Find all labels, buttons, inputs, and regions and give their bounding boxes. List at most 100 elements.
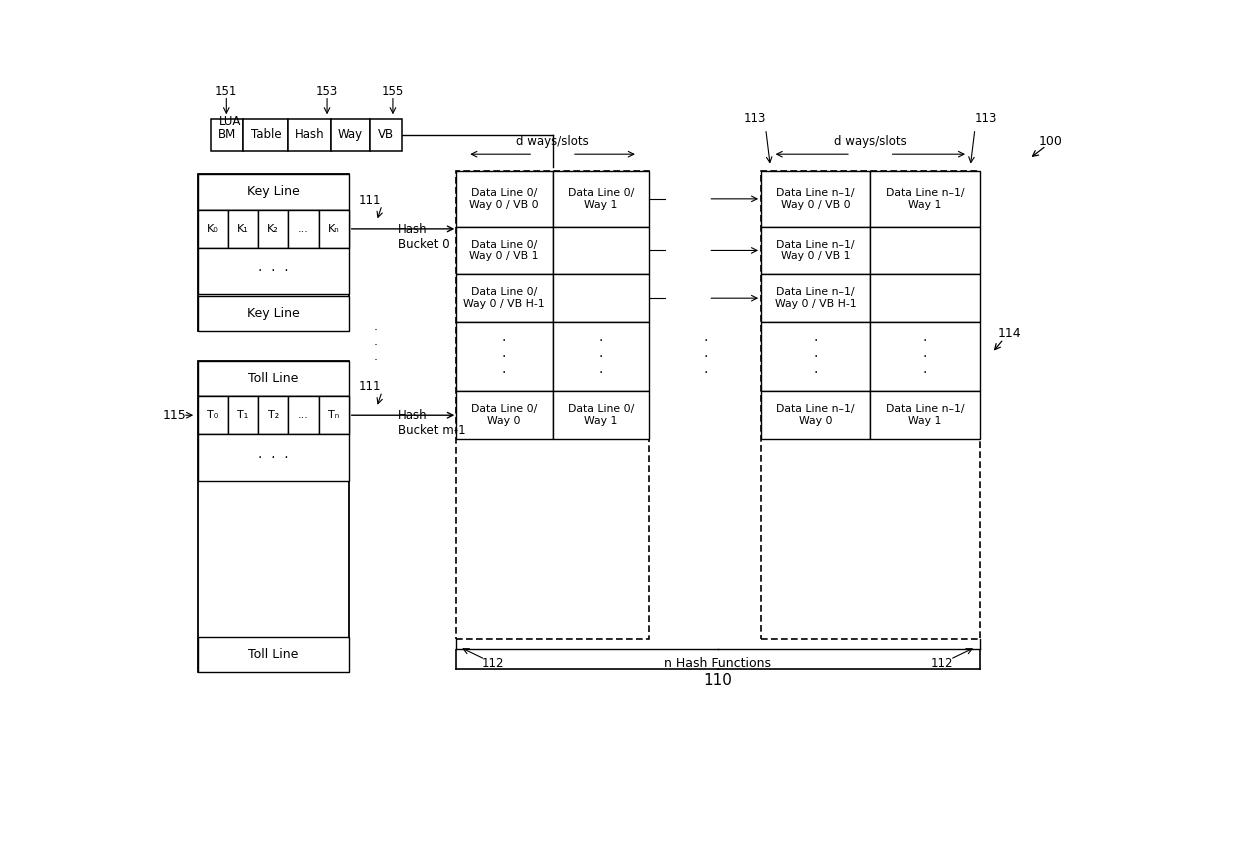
Text: Kₙ: Kₙ xyxy=(327,224,340,234)
Bar xyxy=(761,171,980,640)
Text: Toll Line: Toll Line xyxy=(248,648,299,661)
Bar xyxy=(197,361,348,396)
Text: 155: 155 xyxy=(382,85,404,97)
Text: ·
·
·: · · · xyxy=(813,333,818,380)
Text: Data Line n–1/
Way 0 / VB 1: Data Line n–1/ Way 0 / VB 1 xyxy=(776,239,854,262)
Text: K₁: K₁ xyxy=(237,224,249,234)
Text: BM: BM xyxy=(218,128,236,141)
Bar xyxy=(870,392,980,439)
Text: Data Line n–1/
Way 1: Data Line n–1/ Way 1 xyxy=(885,404,965,426)
Text: Table: Table xyxy=(250,128,281,141)
Bar xyxy=(553,392,650,439)
Bar xyxy=(370,119,402,151)
Bar xyxy=(456,392,553,439)
Text: 112: 112 xyxy=(931,657,954,670)
Text: T₂: T₂ xyxy=(268,410,279,420)
Bar xyxy=(197,434,348,481)
Text: Toll Line: Toll Line xyxy=(248,372,299,385)
Text: n Hash Functions: n Hash Functions xyxy=(665,657,771,670)
Text: VB: VB xyxy=(378,128,394,141)
Bar xyxy=(197,396,348,434)
Bar xyxy=(761,392,870,439)
Text: 111: 111 xyxy=(358,194,382,207)
Text: Way: Way xyxy=(337,128,363,141)
Text: 153: 153 xyxy=(316,85,339,97)
Bar xyxy=(553,274,650,322)
Text: Data Line n–1/
Way 0: Data Line n–1/ Way 0 xyxy=(776,404,854,426)
Text: 114: 114 xyxy=(997,327,1021,340)
Text: d ways/slots: d ways/slots xyxy=(835,135,906,149)
Bar xyxy=(197,637,348,672)
Text: Data Line n–1/
Way 0 / VB H-1: Data Line n–1/ Way 0 / VB H-1 xyxy=(775,287,857,309)
Text: Hash
Bucket 0: Hash Bucket 0 xyxy=(398,222,449,251)
Bar xyxy=(243,119,288,151)
Text: 113: 113 xyxy=(975,112,997,126)
Bar xyxy=(197,209,228,248)
Bar xyxy=(761,227,870,274)
Text: ·
·
·: · · · xyxy=(374,324,378,368)
Bar xyxy=(197,174,348,331)
Bar xyxy=(761,171,870,227)
Bar xyxy=(258,209,288,248)
Bar xyxy=(211,119,243,151)
Bar xyxy=(288,119,331,151)
Text: 111: 111 xyxy=(358,380,382,393)
Bar xyxy=(761,274,870,322)
Text: ·
·
·: · · · xyxy=(599,333,603,380)
Text: ·
·
·: · · · xyxy=(923,333,928,380)
Bar xyxy=(870,171,980,227)
Text: Data Line 0/
Way 0 / VB 0: Data Line 0/ Way 0 / VB 0 xyxy=(469,188,539,209)
Text: K₂: K₂ xyxy=(268,224,279,234)
Text: 112: 112 xyxy=(481,657,505,670)
Bar xyxy=(331,119,370,151)
Text: 151: 151 xyxy=(215,85,238,97)
Bar xyxy=(456,227,553,274)
Text: Data Line 0/
Way 0: Data Line 0/ Way 0 xyxy=(471,404,537,426)
Bar xyxy=(456,322,553,392)
Text: 100: 100 xyxy=(1038,134,1063,148)
Text: T₁: T₁ xyxy=(237,410,248,420)
Bar xyxy=(870,227,980,274)
Text: ·
·
·: · · · xyxy=(703,333,708,380)
Bar xyxy=(288,396,319,434)
Text: 113: 113 xyxy=(744,112,766,126)
Text: Key Line: Key Line xyxy=(247,307,300,320)
Text: Data Line 0/
Way 1: Data Line 0/ Way 1 xyxy=(568,404,634,426)
Bar xyxy=(553,322,650,392)
Text: Tₙ: Tₙ xyxy=(329,410,340,420)
Text: Key Line: Key Line xyxy=(247,186,300,198)
Text: ·  ·  ·: · · · xyxy=(258,451,289,464)
Text: ...: ... xyxy=(298,410,309,420)
Bar xyxy=(288,209,319,248)
Text: Data Line n–1/
Way 0 / VB 0: Data Line n–1/ Way 0 / VB 0 xyxy=(776,188,854,209)
Text: d ways/slots: d ways/slots xyxy=(516,135,589,149)
Bar xyxy=(456,171,553,227)
Bar xyxy=(553,227,650,274)
Bar xyxy=(456,274,553,322)
Bar xyxy=(761,322,870,392)
Bar xyxy=(228,396,258,434)
Text: 115: 115 xyxy=(162,409,186,422)
Text: ·
·
·: · · · xyxy=(502,333,506,380)
Bar xyxy=(197,361,348,672)
Text: 110: 110 xyxy=(703,674,732,688)
Text: Hash
Bucket m-1: Hash Bucket m-1 xyxy=(398,409,465,437)
Bar xyxy=(197,174,348,209)
Bar xyxy=(870,274,980,322)
Text: Hash: Hash xyxy=(295,128,325,141)
Bar xyxy=(258,396,288,434)
Text: Data Line 0/
Way 0 / VB H-1: Data Line 0/ Way 0 / VB H-1 xyxy=(464,287,544,309)
Bar xyxy=(197,209,348,248)
Bar xyxy=(870,322,980,392)
Bar xyxy=(319,209,348,248)
Text: Data Line 0/
Way 0 / VB 1: Data Line 0/ Way 0 / VB 1 xyxy=(470,239,539,262)
Text: T₀: T₀ xyxy=(207,410,218,420)
Bar xyxy=(197,296,348,331)
Bar xyxy=(553,171,650,227)
Text: Data Line 0/
Way 1: Data Line 0/ Way 1 xyxy=(568,188,634,209)
Bar xyxy=(228,209,258,248)
Bar xyxy=(197,248,348,294)
Text: ...: ... xyxy=(298,224,309,234)
Bar xyxy=(197,396,228,434)
Bar xyxy=(319,396,348,434)
